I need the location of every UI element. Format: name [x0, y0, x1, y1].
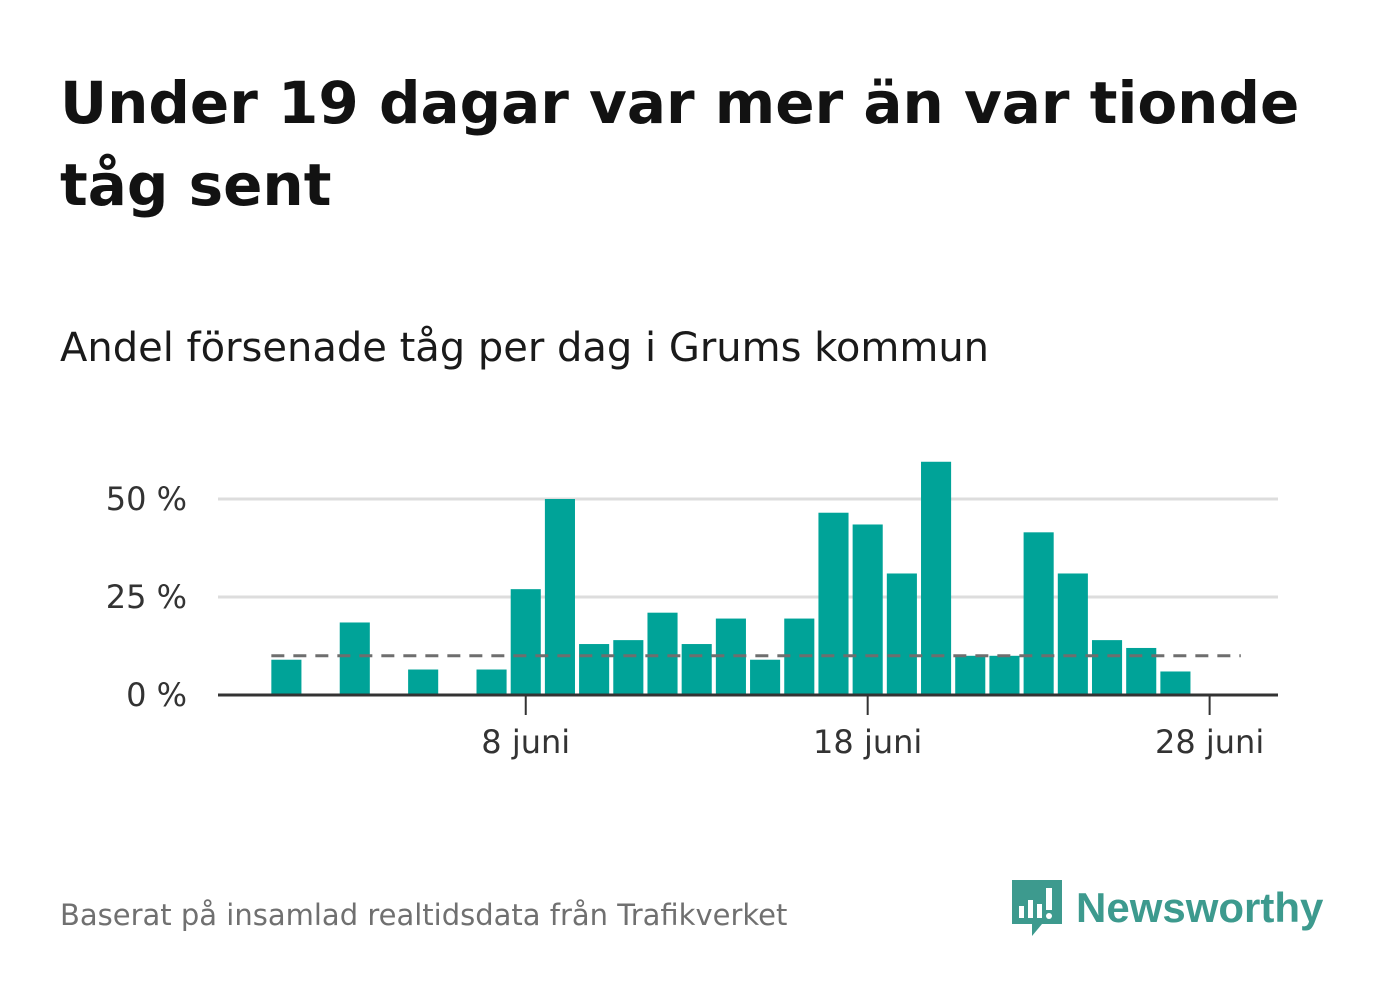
chart-title: Under 19 dagar var mer än var tionde tåg… — [60, 69, 1300, 219]
x-tick-label: 18 juni — [813, 723, 922, 761]
brand-logo: Newsworthy — [1010, 876, 1323, 940]
x-tick-label: 8 juni — [481, 723, 570, 761]
chart-subtitle: Andel försenade tåg per dag i Grums komm… — [60, 325, 990, 371]
bar — [750, 659, 781, 695]
bar — [339, 622, 370, 695]
bar — [408, 669, 439, 695]
x-axis — [218, 693, 1278, 715]
bar — [1160, 671, 1191, 695]
bar — [1057, 573, 1088, 695]
bar — [921, 461, 952, 695]
bar — [579, 644, 610, 695]
bar — [886, 573, 917, 695]
y-tick-label: 0 % — [126, 676, 187, 714]
gridlines — [218, 497, 1278, 599]
bar — [271, 659, 302, 695]
bar — [852, 524, 883, 695]
bar — [989, 655, 1020, 695]
bar — [476, 669, 507, 695]
source-note: Baserat på insamlad realtidsdata från Tr… — [60, 898, 788, 932]
y-axis-labels: 0 % 25 % 50 % — [106, 480, 187, 714]
bar — [955, 655, 986, 695]
bar — [1023, 532, 1054, 695]
bar — [818, 512, 849, 695]
bars — [271, 461, 1191, 695]
bar — [510, 589, 541, 695]
bar — [681, 644, 712, 695]
bar — [647, 612, 678, 695]
x-axis-labels: 8 juni 18 juni 28 juni — [481, 723, 1264, 761]
x-tick-label: 28 juni — [1155, 723, 1264, 761]
y-tick-label: 25 % — [106, 578, 187, 616]
bar — [544, 499, 575, 695]
brand-name: Newsworthy — [1076, 884, 1324, 931]
y-tick-label: 50 % — [106, 480, 187, 518]
bar — [613, 640, 644, 695]
bar — [1091, 640, 1123, 695]
newsworthy-logo-icon — [1012, 880, 1062, 936]
bar-chart: 0 % 25 % 50 % 8 juni 18 juni 28 juni — [106, 461, 1278, 761]
